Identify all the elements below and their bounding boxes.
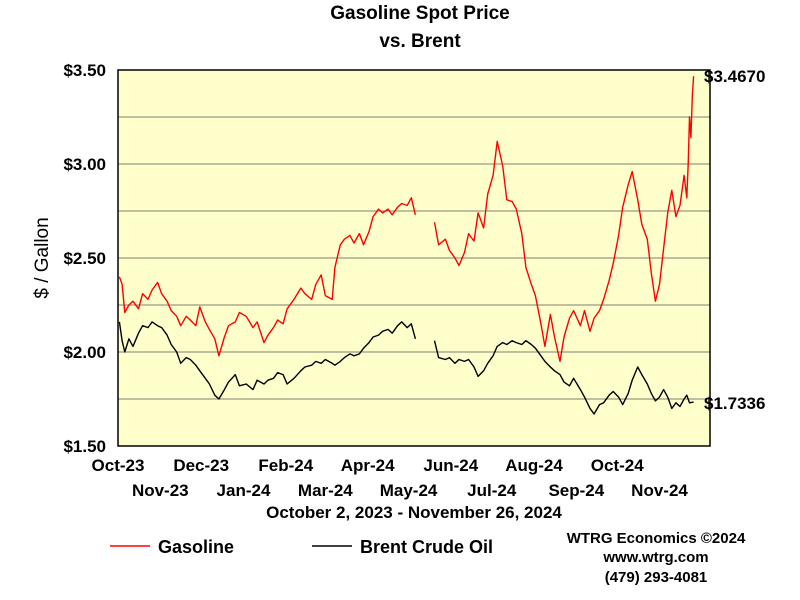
chart-title-line-2: vs. Brent: [379, 31, 461, 52]
y-tick-label: $2.50: [63, 249, 106, 268]
x-tick-label: Jan-24: [217, 481, 271, 500]
brent-crude-oil-line: [118, 321, 417, 400]
x-tick-label: Oct-23: [92, 456, 145, 475]
x-tick-label: Aug-24: [505, 456, 563, 475]
x-tick-label: Oct-24: [591, 456, 644, 475]
legend: Gasoline Brent Crude Oil: [110, 537, 493, 557]
x-tick-label: Nov-23: [132, 481, 189, 500]
x-tick-label: Feb-24: [258, 456, 313, 475]
series-lines: [118, 76, 695, 415]
legend-brent-label: Brent Crude Oil: [360, 537, 493, 557]
credit-line-1: WTRG Economics ©2024: [567, 530, 746, 547]
brent-crude-oil-line: [433, 340, 694, 415]
x-tick-label: Dec-23: [173, 456, 229, 475]
x-tick-label: Mar-24: [298, 481, 353, 500]
legend-gasoline-label: Gasoline: [158, 537, 234, 557]
x-tick-label: Jul-24: [467, 481, 517, 500]
chart-title-line-1: Gasoline Spot Price: [330, 3, 510, 24]
y-tick-label: $3.00: [63, 155, 106, 174]
gasoline-end-label: $3.4670: [704, 67, 765, 86]
gasoline-line: [433, 76, 695, 363]
credit-line-2: www.wtrg.com: [602, 549, 708, 566]
date-range-label: October 2, 2023 - November 26, 2024: [266, 503, 562, 522]
brent-end-label: $1.7336: [704, 394, 765, 413]
x-tick-label: Nov-24: [631, 481, 688, 500]
x-tick-label: Apr-24: [341, 456, 395, 475]
x-tick-label: May-24: [380, 481, 438, 500]
gasoline-line: [118, 197, 417, 357]
grid-lines: [118, 116, 710, 400]
x-axis: Oct-23 Nov-23 Dec-23 Jan-24 Feb-24 Mar-24 Apr-…: [92, 456, 689, 500]
x-tick-label: Jun-24: [423, 456, 478, 475]
y-tick-label: $3.50: [63, 61, 106, 80]
y-axis: $1.50 $2.00 $2.50 $3.00 $3.50: [63, 61, 106, 456]
plot-frame: [117, 69, 711, 447]
credit-line-3: (479) 293-4081: [605, 569, 708, 586]
y-tick-label: $2.00: [63, 343, 106, 362]
y-axis-label: $ / Gallon: [32, 217, 53, 298]
y-tick-label: $1.50: [63, 437, 106, 456]
x-tick-label: Sep-24: [548, 481, 604, 500]
